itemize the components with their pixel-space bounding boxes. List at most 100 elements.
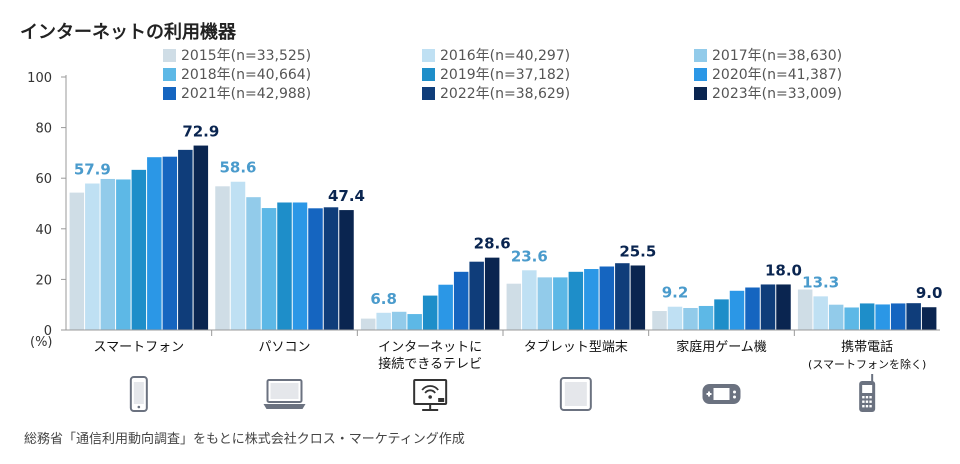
legend-swatch: [422, 87, 435, 100]
bar: [568, 271, 584, 330]
icon-part: [869, 396, 872, 399]
legend-swatch: [694, 68, 707, 81]
bar: [85, 183, 100, 330]
bar: [246, 197, 261, 330]
bar: [100, 178, 116, 330]
bar: [147, 157, 162, 330]
icon-part: [733, 390, 736, 394]
category-icons: [129, 374, 876, 412]
x-tick-sublabel: (スマートフォンを除く): [808, 357, 926, 371]
smart-tv-icon: [413, 379, 448, 411]
bar: [215, 186, 230, 330]
y-axis: 0 20 40 60 80 100 (%): [27, 71, 67, 350]
legend-swatch: [422, 68, 435, 81]
icon-part: [263, 404, 306, 409]
bar: [116, 179, 131, 330]
bar: [69, 192, 85, 330]
x-tick-label: インターネットに: [378, 340, 482, 355]
bar: [308, 208, 323, 330]
bar: [667, 306, 683, 330]
bar: [906, 303, 921, 330]
y-tick-label: 0: [44, 324, 52, 339]
y-tick-label: 100: [27, 71, 52, 86]
data-label: 18.0: [765, 261, 802, 279]
legend-item: 2019年(n=37,182): [440, 67, 570, 83]
bar: [453, 271, 469, 330]
bar: [875, 304, 890, 330]
y-tick-label: 60: [35, 172, 52, 187]
data-label: 28.6: [474, 235, 511, 253]
bar: [537, 277, 553, 330]
bar: [391, 311, 407, 330]
data-labels: 57.9 72.958.6 47.4 6.8 28.623.6 25.5 9.2 18.013…: [74, 123, 943, 308]
bar: [193, 145, 209, 330]
data-label: 13.3: [802, 273, 839, 291]
bar: [292, 202, 308, 330]
icon-part: [137, 405, 141, 409]
icon-part: [865, 405, 869, 408]
x-tick-label: 携帯電話: [841, 339, 893, 355]
bar: [484, 257, 500, 330]
y-tick-label: 80: [35, 122, 52, 137]
legend-swatch: [163, 68, 176, 81]
x-tick-label: スマートフォン: [94, 340, 185, 355]
bar: [230, 181, 246, 330]
bar: [323, 207, 339, 330]
x-tick-sublabel: 接続できるテレビ: [378, 356, 482, 372]
bar: [469, 261, 484, 330]
tablet-icon: [559, 377, 592, 411]
data-label: 57.9: [74, 161, 111, 179]
bar: [277, 202, 292, 330]
bar: [683, 307, 698, 330]
bar: [828, 304, 844, 330]
bar: [813, 296, 828, 330]
bar: [714, 299, 729, 330]
data-label: 58.6: [219, 159, 256, 177]
data-label: 9.2: [662, 284, 689, 302]
bar: [797, 289, 813, 330]
bar: [522, 270, 537, 330]
data-label: 23.6: [511, 247, 548, 265]
icon-part: [862, 405, 865, 408]
data-label: 72.9: [182, 123, 219, 141]
icon-part: [133, 382, 144, 404]
x-tick-label: パソコン: [258, 340, 310, 355]
bar: [776, 284, 791, 330]
bar: [745, 287, 760, 330]
laptop-icon: [263, 379, 306, 409]
y-tick-label: 20: [35, 273, 52, 288]
bar: [360, 318, 376, 330]
bar: [422, 295, 438, 330]
bar: [652, 311, 667, 330]
icon-part: [869, 405, 872, 408]
bar: [178, 149, 193, 330]
bar: [131, 169, 147, 330]
bar: [729, 290, 745, 330]
y-tick-label: 40: [35, 223, 52, 238]
legend-item: 2023年(n=33,009): [712, 86, 842, 102]
icon-part: [270, 383, 299, 399]
icon-part: [428, 395, 432, 399]
bar: [921, 307, 937, 330]
icon-part: [713, 388, 730, 400]
legend-item: 2020年(n=41,387): [712, 67, 842, 83]
bar: [584, 269, 599, 330]
bar: [162, 156, 178, 330]
feature-phone-icon: [859, 374, 876, 412]
bar: [599, 266, 615, 330]
icon-part: [559, 377, 592, 411]
icon-part: [865, 396, 869, 399]
icon-part: [424, 389, 436, 394]
icon-part: [862, 385, 873, 393]
bar: [376, 312, 391, 330]
bars: [69, 145, 937, 330]
bar: [615, 263, 630, 330]
icon-part: [862, 400, 865, 403]
data-label: 6.8: [370, 290, 397, 308]
icon-part: [865, 400, 869, 403]
bar: [438, 284, 453, 330]
x-tick-label: タブレット型端末: [524, 339, 628, 355]
chart-title: インターネットの利用機器: [20, 21, 237, 43]
